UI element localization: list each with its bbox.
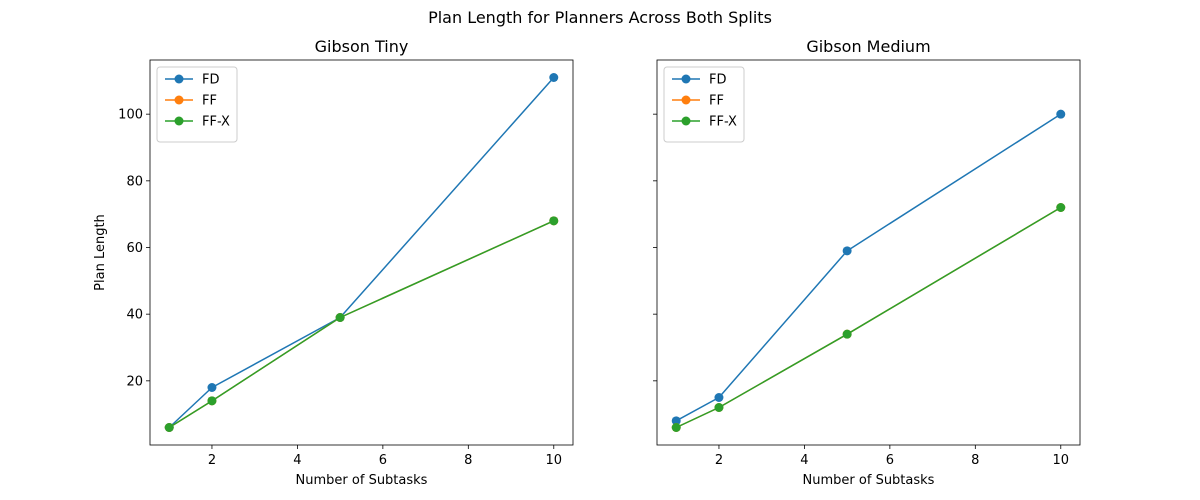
x-tick-label: 4 — [293, 453, 301, 468]
x-axis-label: Number of Subtasks — [803, 473, 935, 488]
series-line-ff — [168, 220, 555, 429]
figure-title: Plan Length for Planners Across Both Spl… — [428, 8, 772, 27]
data-point-ff-x — [335, 313, 345, 322]
data-point-ff-x — [207, 396, 217, 406]
subplot-gibson-tiny: Gibson Tiny 2 4 6 8 10 20 40 60 80 100 Number of Su… — [93, 37, 574, 488]
legend-marker-ff-x — [174, 116, 184, 126]
series-line-fd — [675, 113, 1062, 422]
x-tick-label: 6 — [886, 453, 894, 468]
data-point-ff-x — [549, 216, 559, 226]
y-tick-label: 100 — [118, 108, 143, 123]
legend-label-ff-x: FF-X — [202, 115, 230, 130]
x-tick-label: 4 — [800, 453, 808, 468]
legend-label-ff-x: FF-X — [709, 115, 737, 130]
x-tick-label: 10 — [545, 453, 562, 468]
legend-label-fd: FD — [202, 73, 220, 88]
y-tick-label: 40 — [126, 308, 143, 323]
series-line-ff — [675, 206, 1062, 429]
subplot-title: Gibson Medium — [806, 37, 930, 56]
x-tick-label: 2 — [208, 453, 216, 468]
legend-marker-fd — [681, 74, 691, 84]
x-tick-label: 8 — [971, 453, 979, 468]
legend-marker-fd — [174, 74, 184, 84]
subplot-title: Gibson Tiny — [315, 37, 409, 56]
x-tick-label: 2 — [715, 453, 723, 468]
data-point-fd — [1056, 109, 1066, 119]
series-line-fd — [168, 77, 555, 429]
x-tick-label: 6 — [379, 453, 387, 468]
legend: FD FF FF-X — [663, 66, 745, 143]
series-line-ff-x — [168, 220, 555, 429]
data-point-fd — [714, 393, 724, 402]
data-point-ff-x — [714, 403, 724, 412]
x-tick-label: 8 — [464, 453, 472, 468]
y-axis-label: Plan Length — [93, 214, 108, 291]
legend-label-ff: FF — [202, 94, 217, 109]
data-point-ff-x — [842, 329, 852, 339]
legend-marker-ff — [681, 95, 691, 105]
axes-frame — [149, 59, 574, 446]
y-tick-label: 60 — [126, 241, 143, 256]
legend-label-ff: FF — [709, 94, 724, 109]
y-tick-label: 80 — [126, 174, 143, 189]
data-point-ff-x — [164, 423, 174, 432]
x-tick-label: 10 — [1052, 453, 1069, 468]
series-line-ff-x — [675, 206, 1062, 429]
x-axis-label: Number of Subtasks — [296, 473, 428, 488]
legend-label-fd: FD — [709, 73, 727, 88]
axes-frame — [656, 59, 1081, 446]
data-point-ff-x — [1056, 203, 1066, 212]
y-tick-label: 20 — [126, 374, 143, 389]
legend: FD FF FF-X — [156, 66, 238, 143]
data-point-fd — [207, 383, 217, 392]
legend-marker-ff-x — [681, 116, 691, 126]
data-point-fd — [549, 73, 559, 82]
data-point-fd — [671, 416, 681, 426]
data-point-fd — [842, 246, 852, 256]
legend-marker-ff — [174, 95, 184, 105]
data-point-ff-x — [671, 423, 681, 432]
